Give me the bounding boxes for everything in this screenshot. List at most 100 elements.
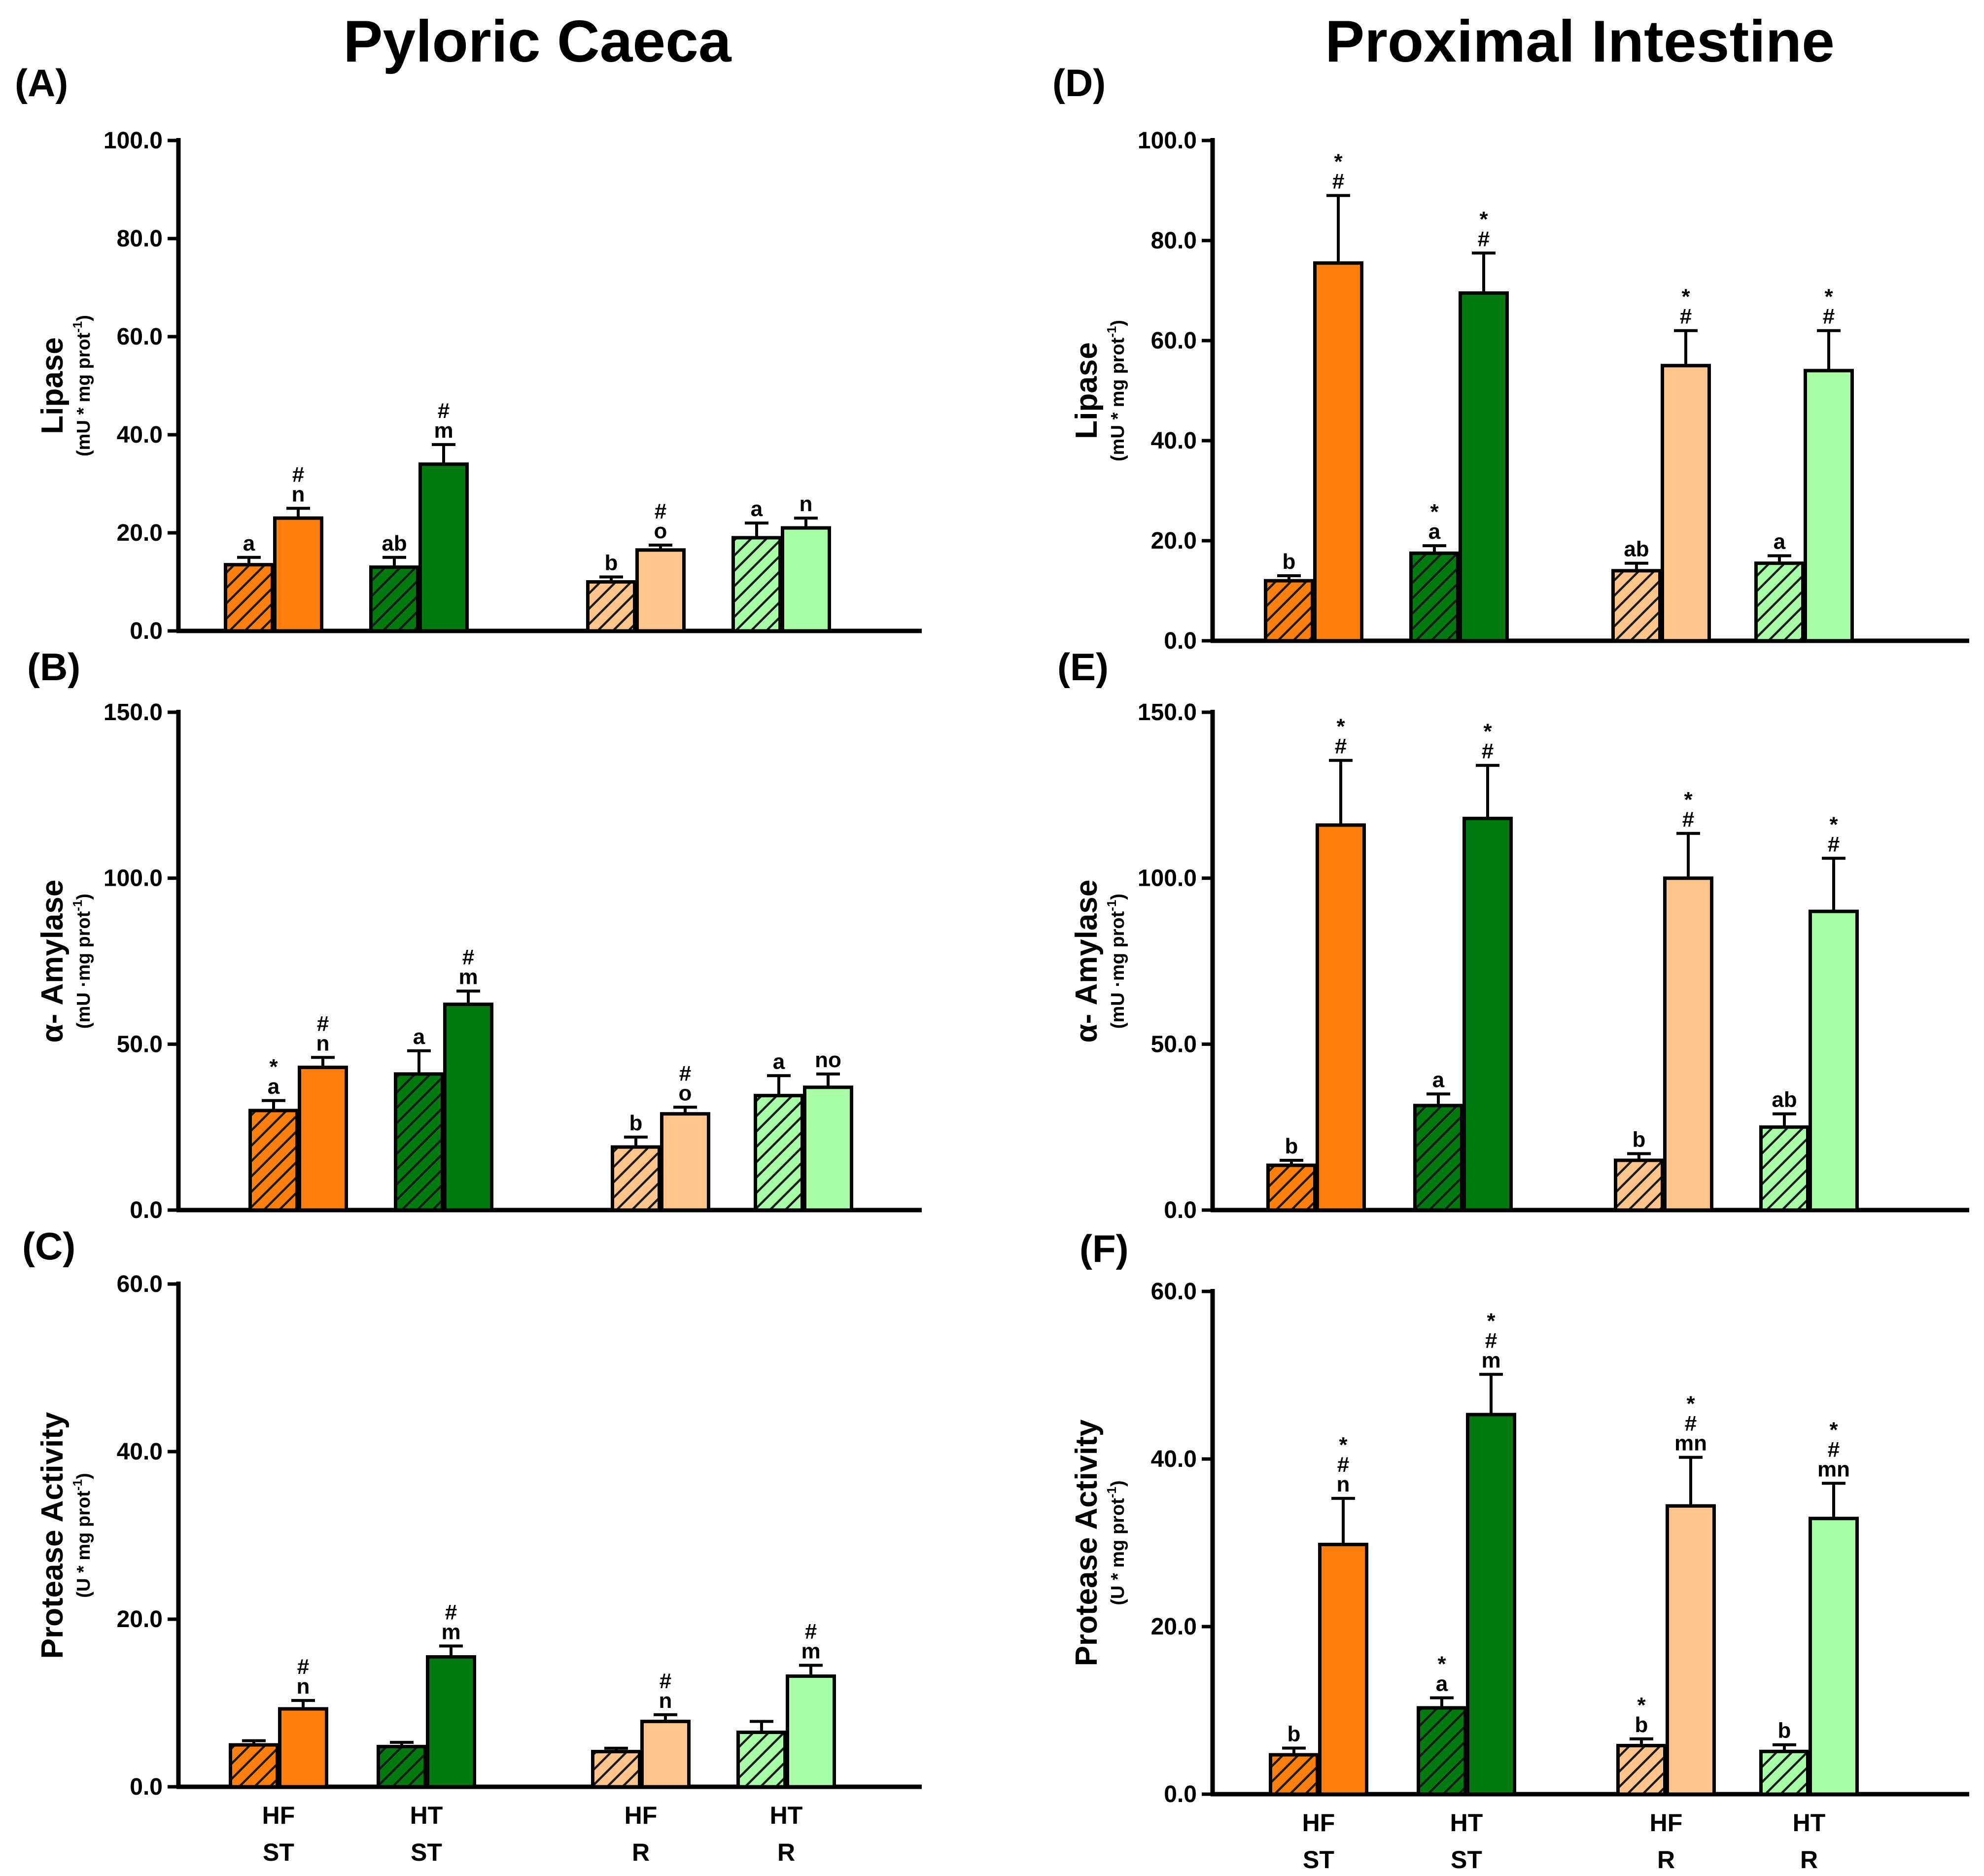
bar-ht-r-solid: [1804, 369, 1854, 643]
significance-label: #: [462, 945, 474, 970]
x-category-line2: ST: [411, 1839, 442, 1866]
significance-label: *: [1336, 715, 1345, 739]
significance-label: ab: [1624, 537, 1649, 561]
significance-label: n: [292, 482, 305, 506]
bar-hf-st-hatched: [229, 1743, 279, 1789]
y-tick-label: 40.0: [1151, 428, 1197, 454]
significance-label: #: [1823, 305, 1835, 329]
x-category-line1: HT: [1450, 1809, 1483, 1837]
bar-ht-st-solid: [426, 1655, 476, 1789]
panel-label: (A): [15, 61, 68, 104]
significance-label: #: [660, 1669, 671, 1693]
y-tick-label: 40.0: [117, 1439, 163, 1465]
panel-e: (E) 0.0 50.0 100.0 150.0 α- Amylase (mU ·mg pr…: [1057, 645, 1969, 1223]
bar-hf-st-solid: [1318, 1542, 1368, 1796]
significance-label: m: [801, 1639, 820, 1664]
significance-label: *: [1437, 1652, 1446, 1676]
y-tick-label: 60.0: [1151, 1279, 1197, 1305]
y-tick-label: 0.0: [130, 1774, 163, 1800]
significance-label: #: [1332, 170, 1344, 194]
significance-label: b: [629, 1111, 643, 1135]
bar-ht-st-hatched: [1417, 1706, 1467, 1796]
y-unit-superscript: -1: [1104, 900, 1119, 911]
y-tick-label: 60.0: [1151, 328, 1197, 354]
y-unit-superscript: -1: [1104, 1487, 1119, 1498]
significance-label: m: [458, 965, 478, 989]
bar-ht-st-solid: [443, 1003, 493, 1212]
significance-label: #: [1482, 739, 1494, 764]
significance-label: b: [1633, 1128, 1646, 1152]
bar-hf-r-solid: [1666, 1504, 1716, 1796]
bar-ht-st-hatched: [1413, 1104, 1463, 1212]
y-axis-unit: (mU * mg prot-1): [1104, 320, 1128, 461]
bar-hf-r-solid: [1663, 876, 1713, 1212]
y-tick-label: 0.0: [1164, 628, 1197, 654]
y-tick-label: 20.0: [1151, 1614, 1197, 1640]
significance-label: #: [1485, 1328, 1497, 1353]
significance-label: a: [1432, 1068, 1445, 1092]
significance-label: *: [1339, 1433, 1348, 1457]
bar-ht-st-solid: [1462, 816, 1513, 1212]
x-category-line1: HT: [410, 1802, 443, 1829]
bar-ht-r-solid: [1809, 909, 1859, 1212]
significance-label: m: [441, 1620, 460, 1644]
x-category-line1: HF: [262, 1802, 295, 1829]
x-category-line2: ST: [263, 1839, 294, 1866]
significance-label: b: [1635, 1713, 1648, 1737]
y-tick-label: 50.0: [1151, 1031, 1197, 1057]
title-pyloric-caeca: Pyloric Caeca: [343, 8, 731, 74]
bar-hf-r-solid: [635, 548, 686, 633]
bar-hf-st-solid: [1313, 261, 1363, 643]
bar-ht-st-hatched: [394, 1072, 444, 1212]
significance-label: *: [1829, 812, 1838, 836]
significance-label: a: [773, 1049, 785, 1074]
y-unit-superscript: -1: [70, 321, 85, 333]
significance-label: *: [1334, 150, 1343, 174]
significance-label: n: [316, 1031, 330, 1055]
significance-label: #: [317, 1011, 329, 1036]
x-category-line2: R: [1657, 1846, 1675, 1874]
y-tick-label: 150.0: [1138, 699, 1197, 726]
y-axis-unit: (U * mg prot-1): [1104, 1480, 1128, 1605]
y-tick-label: 0.0: [130, 1197, 163, 1223]
x-category-line2: R: [777, 1839, 795, 1866]
y-axis-label: Protease Activity: [35, 1412, 70, 1659]
x-category-line2: R: [632, 1839, 650, 1866]
significance-label: #: [1682, 807, 1694, 832]
bar-hf-r-hatched: [591, 1750, 641, 1789]
significance-label: n: [659, 1689, 672, 1713]
significance-label: n: [297, 1674, 310, 1699]
y-tick-label: 20.0: [117, 1606, 163, 1633]
bar-ht-r-hatched: [1759, 1125, 1810, 1212]
significance-label: #: [438, 399, 450, 423]
significance-label: *: [1824, 285, 1833, 309]
y-unit-end: ): [1108, 1480, 1128, 1487]
y-tick-label: 0.0: [1164, 1781, 1197, 1807]
significance-label: ab: [1772, 1088, 1797, 1112]
significance-label: mn: [1817, 1457, 1850, 1481]
panel-label: (E): [1057, 645, 1109, 689]
significance-label: n: [800, 492, 813, 516]
significance-label: *: [1479, 207, 1488, 231]
panel-c: (C) 0.0 20.0 40.0 60.0 Protease Activity (U * …: [22, 1224, 922, 1866]
y-tick-label: 40.0: [117, 422, 163, 448]
bar-ht-r-hatched: [754, 1094, 804, 1212]
y-unit-main: (U * mg prot: [1108, 1498, 1128, 1605]
significance-label: #: [1335, 734, 1347, 759]
significance-label: *: [1487, 1309, 1496, 1333]
y-tick-label: 100.0: [1138, 866, 1197, 892]
y-unit-superscript: -1: [70, 900, 85, 911]
significance-label: #: [292, 462, 304, 486]
significance-label: b: [1778, 1719, 1791, 1743]
bar-ht-st-solid: [418, 462, 469, 633]
x-category-line1: HT: [770, 1802, 803, 1829]
y-axis-label: α- Amylase: [35, 879, 70, 1042]
bar-hf-st-solid: [278, 1707, 328, 1789]
significance-label: n: [1337, 1472, 1350, 1496]
significance-label: b: [1288, 1722, 1301, 1746]
bar-hf-r-solid: [1661, 364, 1711, 643]
y-tick-label: 80.0: [1151, 228, 1197, 254]
y-unit-main: (U * mg prot: [73, 1491, 94, 1598]
y-axis-unit: (mU * mg prot-1): [70, 315, 94, 456]
bar-ht-r-solid: [781, 526, 831, 633]
